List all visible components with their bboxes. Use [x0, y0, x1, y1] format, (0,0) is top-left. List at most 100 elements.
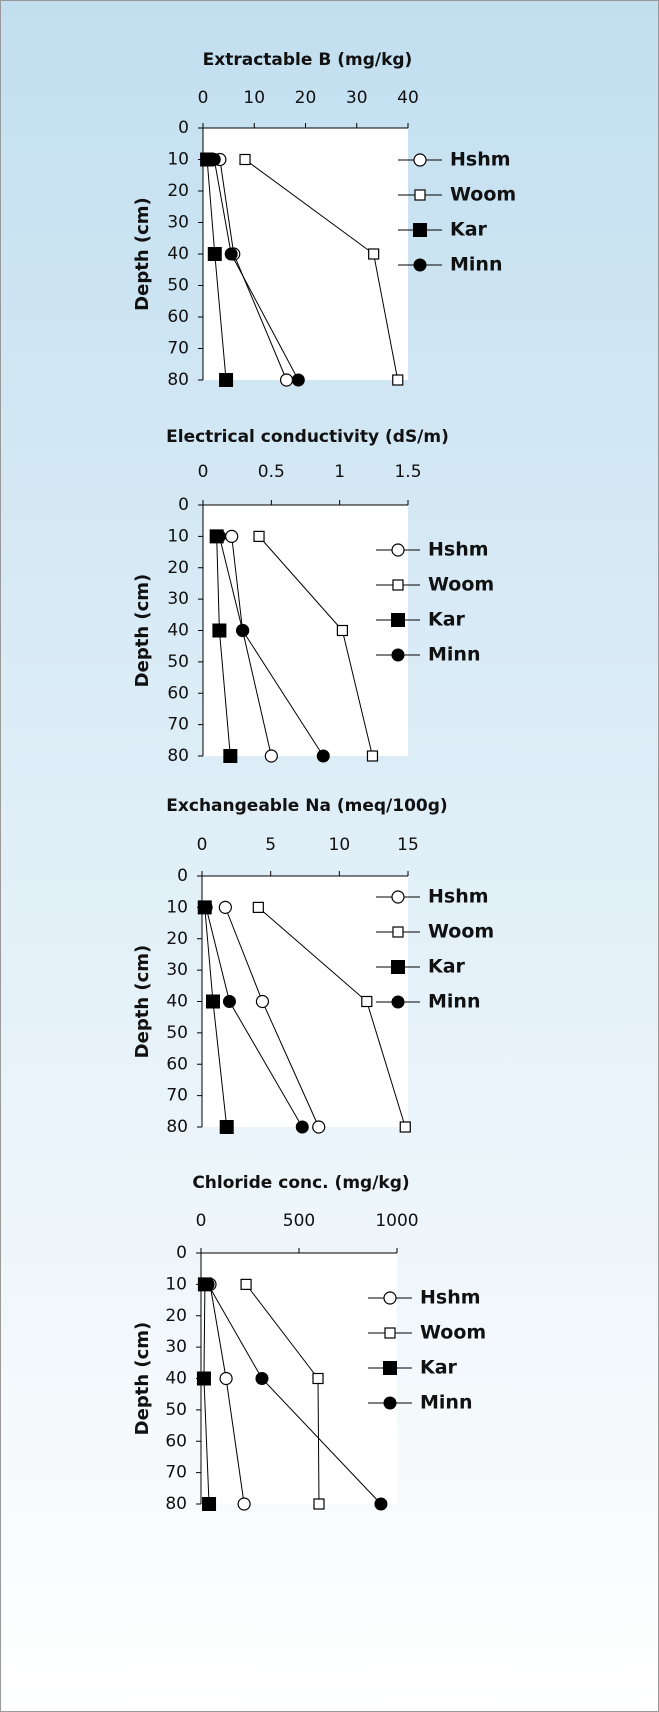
legend-label: Kar: [420, 1357, 458, 1379]
y-tick-label: 30: [167, 213, 189, 233]
y-tick-label: 10: [166, 897, 188, 917]
x-tick-label: 1.5: [394, 462, 421, 482]
data-point: [255, 1372, 269, 1385]
data-point: [374, 1497, 388, 1511]
data-point: [366, 750, 379, 762]
data-point: [205, 994, 220, 1009]
data-point: [236, 624, 250, 637]
data-point: [219, 373, 234, 387]
y-tick-label: 20: [166, 929, 188, 949]
chart-title: Extractable B (mg/kg): [203, 50, 413, 70]
y-tick-label: 70: [167, 715, 189, 735]
x-tick-label: 1000: [375, 1211, 418, 1231]
y-tick-label: 80: [165, 1494, 187, 1514]
x-tick-label: 10: [329, 835, 351, 855]
data-point: [224, 247, 238, 261]
legend-marker: [413, 153, 427, 167]
plot-area: [203, 505, 408, 756]
y-axis-label: Depth (cm): [132, 197, 153, 311]
y-tick-label: 30: [167, 589, 189, 609]
y-tick-label: 60: [167, 683, 189, 703]
legend-marker: [391, 890, 405, 904]
y-tick-label: 0: [177, 866, 188, 886]
data-point: [225, 529, 239, 543]
data-point: [199, 900, 213, 914]
data-point: [237, 1497, 251, 1511]
x-tick-label: 0: [198, 462, 209, 482]
data-point: [202, 1497, 217, 1511]
data-point: [295, 1120, 309, 1134]
data-point: [201, 1277, 215, 1291]
data-point: [392, 374, 404, 386]
y-tick-label: 20: [167, 181, 189, 201]
data-point: [253, 530, 265, 542]
chart-title: Exchangeable Na (meq/100g): [166, 796, 447, 816]
x-tick-label: 500: [283, 1211, 315, 1231]
chart-title: Chloride conc. (mg/kg): [192, 1173, 409, 1193]
legend-marker: [413, 223, 427, 237]
y-tick-label: 60: [166, 1054, 188, 1074]
legend-label: Minn: [450, 254, 502, 276]
y-tick-label: 80: [166, 1117, 188, 1137]
legend-label: Kar: [428, 609, 466, 631]
x-tick-label: 0: [197, 835, 208, 855]
legend-label: Hshm: [428, 539, 489, 561]
legend-marker: [413, 258, 427, 272]
data-point: [218, 900, 232, 914]
y-tick-label: 20: [165, 1306, 187, 1326]
y-tick-label: 50: [166, 1023, 188, 1043]
data-point: [223, 749, 238, 763]
data-point: [316, 749, 330, 763]
data-point: [312, 1372, 324, 1385]
y-tick-label: 0: [176, 1243, 187, 1263]
legend-marker: [391, 613, 405, 627]
data-point: [212, 529, 226, 543]
legend-label: Hshm: [450, 149, 511, 171]
y-tick-label: 80: [167, 746, 189, 766]
data-point: [196, 1371, 211, 1386]
legend-label: Woom: [428, 921, 494, 943]
data-point: [207, 247, 222, 261]
x-tick-label: 30: [346, 88, 368, 108]
legend-label: Woom: [428, 574, 494, 596]
x-tick-label: 20: [295, 88, 317, 108]
y-tick-label: 30: [165, 1337, 187, 1357]
y-tick-label: 30: [166, 960, 188, 980]
y-tick-label: 40: [165, 1369, 187, 1389]
legend-label: Minn: [428, 644, 480, 666]
data-point: [252, 901, 264, 913]
legend-label: Woom: [450, 184, 516, 206]
chart-title: Electrical conductivity (dS/m): [166, 427, 449, 447]
x-tick-label: 0: [196, 1211, 207, 1231]
legend-label: Kar: [450, 219, 488, 241]
legend-label: Minn: [420, 1392, 472, 1414]
legend-marker: [391, 995, 405, 1009]
x-tick-label: 10: [243, 88, 265, 108]
y-tick-label: 60: [165, 1431, 187, 1451]
y-tick-label: 60: [167, 307, 189, 327]
legend-marker: [392, 579, 404, 591]
plot-area: [202, 876, 408, 1127]
x-tick-label: 0.5: [258, 462, 285, 482]
y-axis-label: Depth (cm): [132, 945, 153, 1059]
x-tick-label: 0: [198, 88, 209, 108]
y-tick-label: 40: [167, 621, 189, 641]
y-tick-label: 0: [178, 495, 189, 515]
data-point: [207, 153, 221, 166]
data-point: [312, 1120, 326, 1134]
y-tick-label: 10: [165, 1274, 187, 1294]
data-point: [240, 1278, 252, 1290]
legend-label: Kar: [428, 956, 466, 978]
legend-label: Woom: [420, 1322, 486, 1344]
data-point: [239, 153, 251, 166]
data-point: [219, 1371, 233, 1386]
y-tick-label: 50: [167, 652, 189, 672]
y-tick-label: 0: [178, 118, 189, 138]
y-tick-label: 20: [167, 558, 189, 578]
y-tick-label: 70: [165, 1463, 187, 1483]
y-axis-label: Depth (cm): [132, 1322, 153, 1436]
legend-marker: [383, 1291, 397, 1305]
data-point: [212, 623, 227, 638]
data-point: [219, 1120, 234, 1134]
